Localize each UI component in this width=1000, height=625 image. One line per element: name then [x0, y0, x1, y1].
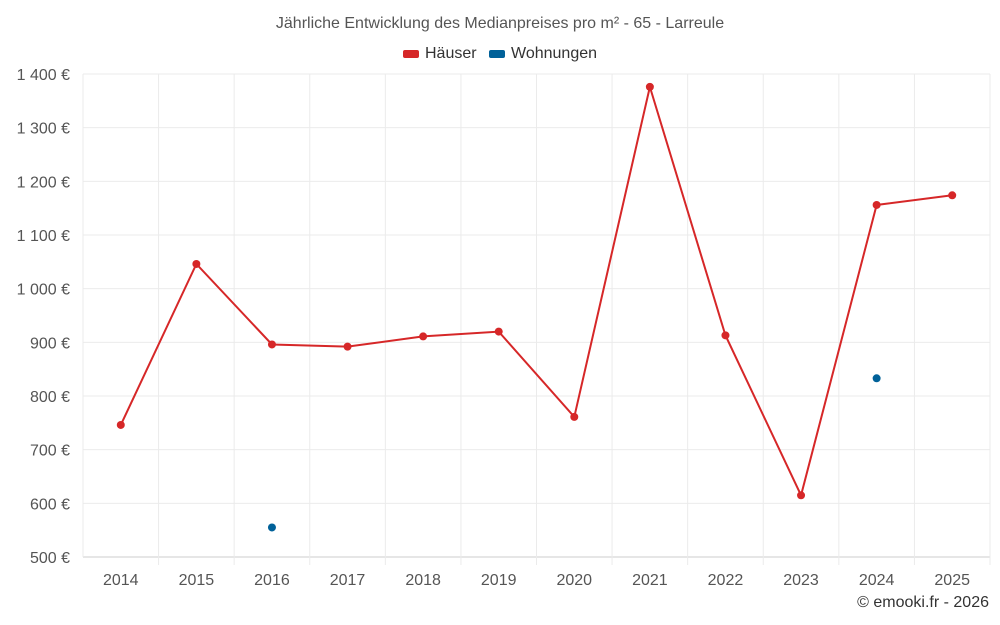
data-point [872, 374, 881, 383]
x-tick-label: 2018 [405, 572, 441, 589]
footer-credit: © emooki.fr - 2026 [857, 594, 989, 611]
x-tick-label: 2021 [632, 572, 668, 589]
y-tick-label: 1 200 € [17, 174, 70, 191]
data-point [797, 491, 806, 500]
x-tick-label: 2025 [934, 572, 970, 589]
series-line-0 [119, 82, 953, 499]
chart-title: Jährliche Entwicklung des Medianpreises … [275, 15, 725, 32]
data-point [192, 259, 201, 268]
data-point [721, 331, 730, 340]
grid [82, 73, 991, 565]
legend: Häuser Wohnungen [0, 45, 1000, 63]
legend-swatch-apartments [489, 50, 506, 58]
x-tick-label: 2015 [179, 572, 215, 589]
data-point [419, 332, 428, 341]
y-tick-label: 700 € [30, 443, 70, 460]
x-tick-label: 2016 [254, 572, 290, 589]
y-tick-label: 500 € [30, 550, 70, 567]
data-point [343, 342, 352, 351]
y-tick-label: 900 € [30, 335, 70, 352]
x-tick-label: 2017 [330, 572, 366, 589]
data-point [267, 340, 276, 349]
legend-swatch-houses [402, 50, 419, 58]
y-tick-label: 1 000 € [17, 282, 70, 299]
legend-label-apartments: Wohnungen [511, 45, 598, 62]
data-point [570, 412, 579, 421]
legend-label-houses: Häuser [424, 45, 477, 62]
x-tick-label: 2022 [708, 572, 744, 589]
y-tick-label: 1 400 € [17, 67, 70, 84]
x-tick-label: 2023 [783, 572, 819, 589]
data-point [872, 200, 881, 209]
y-tick-label: 1 100 € [17, 228, 70, 245]
x-tick-label: 2014 [103, 572, 139, 589]
data-point [645, 82, 654, 91]
y-tick-label: 800 € [30, 389, 70, 406]
x-tick-label: 2020 [556, 572, 592, 589]
y-tick-label: 600 € [30, 496, 70, 513]
series [116, 82, 957, 532]
legend-item-apartments[interactable]: Wohnungen [489, 45, 597, 63]
x-tick-label: 2024 [859, 572, 895, 589]
data-point [267, 523, 276, 532]
data-point [116, 420, 125, 429]
legend-item-houses[interactable]: Häuser [402, 45, 477, 63]
x-tick-label: 2019 [481, 572, 517, 589]
y-tick-label: 1 300 € [17, 121, 70, 138]
axes: 500 € 600 € 700 € 800 € 900 € 1 000 € 1 100 € 1… [17, 67, 970, 589]
data-point [494, 327, 503, 336]
data-point [948, 191, 957, 200]
